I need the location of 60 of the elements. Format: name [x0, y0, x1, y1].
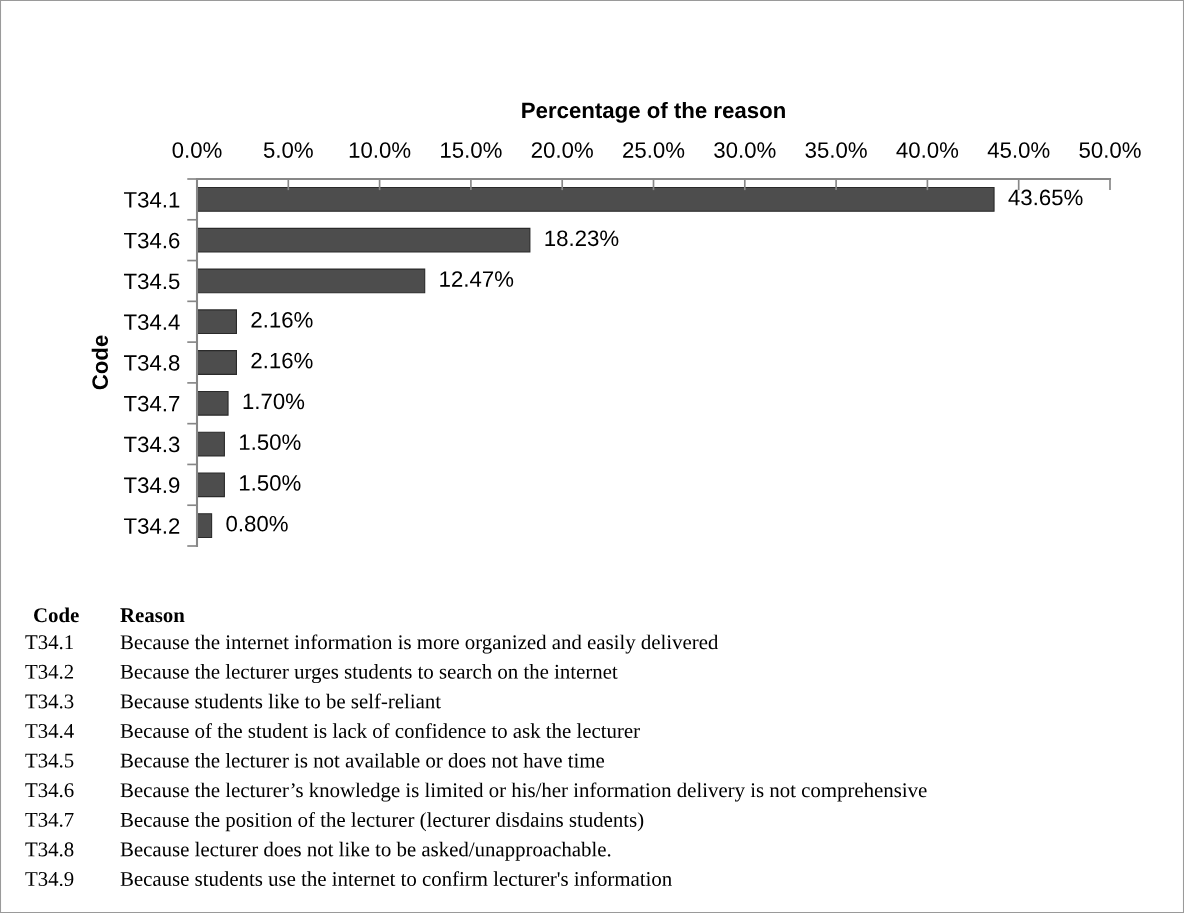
text: T34.8 — [25, 842, 74, 857]
y-tick-label: T34.7 — [124, 395, 180, 412]
bar — [197, 513, 213, 538]
y-tick-label: T34.8 — [124, 355, 180, 371]
bar — [197, 227, 531, 253]
text: T34.1 — [25, 635, 73, 650]
text: T34.2 — [25, 664, 74, 679]
data-label: 1.70% — [243, 393, 305, 410]
bar — [197, 268, 426, 294]
text: Because the position of the lecturer (lecturer disdains students) — [120, 812, 644, 832]
x-tick-label: 15.0% — [441, 142, 502, 158]
data-label: 2.16% — [251, 352, 313, 369]
x-tick-label: 40.0% — [896, 142, 959, 158]
text: T34.6 — [25, 783, 74, 798]
y-tick-label: T34.3 — [124, 436, 180, 453]
y-tick-label: T34.2 — [124, 518, 180, 534]
data-label: 18.23% — [545, 230, 619, 247]
text: Because the lecturer urges students to search on the internet — [120, 664, 618, 684]
text: Reason — [120, 608, 185, 623]
text: Code — [34, 607, 79, 623]
text: T34.7 — [25, 812, 74, 827]
data-label: 2.16% — [251, 311, 313, 328]
bar — [197, 350, 237, 375]
data-label: 43.65% — [1008, 189, 1083, 206]
text: Because the lecturer is not available or does not have time — [120, 752, 605, 768]
x-tick-label: 0.0% — [172, 142, 222, 158]
text: T34.3 — [25, 694, 74, 709]
text: Because the internet information is more organized and easily delivered — [120, 634, 719, 654]
x-axis-title: Percentage of the reason — [522, 101, 785, 123]
text: Because lecturer does not like to be asked/unapproachable. — [120, 841, 611, 861]
y-tick-label: T34.5 — [124, 273, 180, 290]
text: T34.9 — [25, 872, 74, 887]
text: T34.4 — [25, 724, 74, 739]
x-tick-label: 30.0% — [714, 142, 776, 158]
data-label: 1.50% — [239, 434, 301, 451]
y-axis-title: Code — [91, 335, 109, 390]
x-tick-label: 35.0% — [805, 142, 867, 158]
bar — [197, 431, 225, 457]
y-tick-label: T34.6 — [124, 232, 180, 249]
y-tick-label: T34.9 — [124, 477, 180, 494]
x-tick-label: 10.0% — [349, 142, 411, 158]
x-tick-label: 45.0% — [987, 142, 1050, 158]
y-tick-label: T34.1 — [124, 191, 180, 208]
text: Because of the student is lack of confidence to ask the lecturer — [120, 723, 640, 739]
x-tick-label: 20.0% — [531, 142, 593, 158]
data-label: 12.47% — [440, 271, 514, 287]
y-tick-label: T34.4 — [124, 314, 180, 330]
data-label: 1.50% — [239, 475, 301, 491]
bar — [197, 187, 995, 212]
text: T34.5 — [25, 753, 74, 768]
bar — [197, 472, 225, 498]
x-tick-label: 5.0% — [263, 142, 313, 158]
text: Because students use the internet to confirm lecturer's information — [120, 871, 672, 887]
data-label: 0.80% — [226, 515, 288, 532]
text: Because students like to be self-reliant — [120, 693, 441, 709]
bar — [197, 390, 229, 416]
x-tick-label: 25.0% — [623, 142, 685, 158]
bar — [197, 309, 237, 335]
x-tick-label: 50.0% — [1079, 142, 1141, 158]
text: Because the lecturer’s knowledge is limited or his/her information delivery is not comprehensive — [120, 782, 927, 802]
